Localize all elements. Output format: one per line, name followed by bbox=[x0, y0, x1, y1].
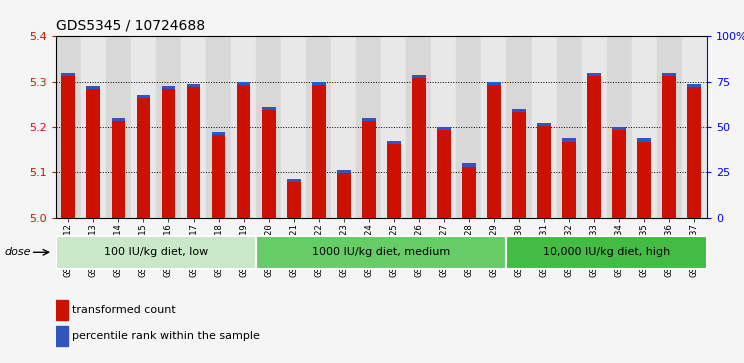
FancyBboxPatch shape bbox=[256, 236, 507, 269]
Bar bbox=[362, 118, 376, 218]
Bar bbox=[638, 138, 651, 218]
Bar bbox=[62, 73, 75, 218]
Bar bbox=[406, 36, 432, 218]
Bar bbox=[62, 73, 75, 76]
Bar bbox=[161, 86, 176, 89]
Bar bbox=[356, 36, 382, 218]
Text: transformed count: transformed count bbox=[72, 305, 176, 315]
Bar bbox=[56, 326, 68, 346]
FancyBboxPatch shape bbox=[507, 236, 707, 269]
Bar bbox=[632, 36, 657, 218]
Bar bbox=[456, 36, 481, 218]
Bar bbox=[606, 36, 632, 218]
Bar bbox=[156, 36, 181, 218]
Bar bbox=[462, 163, 476, 167]
Bar bbox=[487, 82, 501, 85]
Text: 100 IU/kg diet, low: 100 IU/kg diet, low bbox=[104, 246, 208, 257]
Text: 1000 IU/kg diet, medium: 1000 IU/kg diet, medium bbox=[312, 246, 450, 257]
Bar bbox=[612, 127, 626, 130]
Bar bbox=[337, 170, 350, 218]
Bar bbox=[56, 300, 68, 320]
Bar bbox=[412, 75, 426, 218]
Bar bbox=[487, 82, 501, 218]
Bar bbox=[331, 36, 356, 218]
Text: GDS5345 / 10724688: GDS5345 / 10724688 bbox=[56, 19, 205, 32]
Text: dose: dose bbox=[4, 246, 31, 257]
Bar bbox=[531, 36, 557, 218]
Bar bbox=[387, 141, 401, 144]
Bar bbox=[362, 118, 376, 121]
Bar bbox=[557, 36, 582, 218]
Bar bbox=[286, 179, 301, 183]
Bar bbox=[211, 132, 225, 218]
Bar bbox=[262, 107, 275, 218]
Bar bbox=[131, 36, 156, 218]
Bar bbox=[237, 82, 251, 85]
Bar bbox=[562, 138, 576, 142]
Bar bbox=[432, 36, 456, 218]
Bar bbox=[481, 36, 507, 218]
Bar bbox=[206, 36, 231, 218]
Bar bbox=[612, 127, 626, 218]
Text: 10,000 IU/kg diet, high: 10,000 IU/kg diet, high bbox=[543, 246, 670, 257]
Text: percentile rank within the sample: percentile rank within the sample bbox=[72, 331, 260, 341]
Bar bbox=[281, 36, 307, 218]
Bar bbox=[262, 107, 275, 110]
FancyBboxPatch shape bbox=[56, 236, 256, 269]
Bar bbox=[81, 36, 106, 218]
Bar bbox=[462, 163, 476, 218]
Bar bbox=[56, 36, 81, 218]
Bar bbox=[106, 36, 131, 218]
Bar bbox=[512, 109, 526, 112]
Bar bbox=[86, 86, 100, 218]
Bar bbox=[181, 36, 206, 218]
Bar bbox=[687, 84, 701, 87]
Bar bbox=[687, 84, 701, 218]
Bar bbox=[437, 127, 451, 130]
Bar bbox=[387, 141, 401, 218]
Bar bbox=[682, 36, 707, 218]
Bar bbox=[507, 36, 531, 218]
Bar bbox=[537, 123, 551, 126]
Bar bbox=[587, 73, 601, 76]
Bar bbox=[112, 118, 125, 121]
Bar bbox=[86, 86, 100, 89]
Bar bbox=[137, 95, 150, 98]
Bar bbox=[512, 109, 526, 218]
Bar bbox=[582, 36, 606, 218]
Bar bbox=[307, 36, 331, 218]
Bar bbox=[112, 118, 125, 218]
Bar bbox=[337, 170, 350, 173]
Bar bbox=[382, 36, 406, 218]
Bar bbox=[286, 179, 301, 218]
Bar bbox=[437, 127, 451, 218]
Bar bbox=[312, 82, 326, 218]
Bar bbox=[161, 86, 176, 218]
Bar bbox=[137, 95, 150, 218]
Bar bbox=[587, 73, 601, 218]
Bar bbox=[211, 132, 225, 135]
Bar bbox=[412, 75, 426, 78]
Bar bbox=[562, 138, 576, 218]
Bar bbox=[237, 82, 251, 218]
Bar bbox=[187, 84, 200, 87]
Bar bbox=[662, 73, 676, 76]
Bar bbox=[657, 36, 682, 218]
Bar bbox=[231, 36, 256, 218]
Bar bbox=[256, 36, 281, 218]
Bar bbox=[662, 73, 676, 218]
Bar bbox=[187, 84, 200, 218]
Bar bbox=[312, 82, 326, 85]
Bar bbox=[537, 123, 551, 218]
Bar bbox=[638, 138, 651, 142]
